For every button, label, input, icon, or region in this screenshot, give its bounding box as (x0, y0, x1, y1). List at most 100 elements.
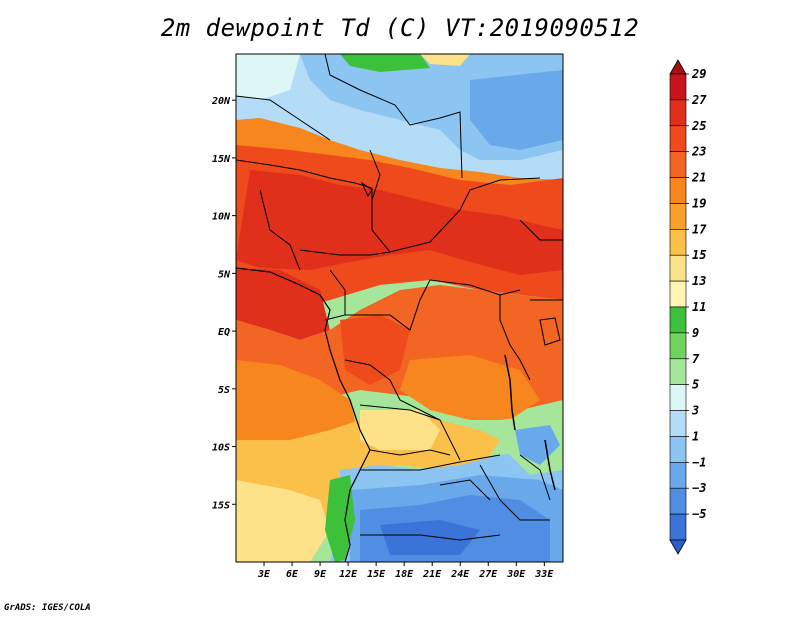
field-south-pale (360, 410, 440, 450)
colorbar-segment (669, 151, 687, 178)
border-line (479, 464, 550, 521)
colorbar-segment (669, 358, 687, 385)
y-axis: 20N 15N 10N 5N EQ 5S 10S 15S (211, 96, 236, 511)
colorbar-segment (669, 280, 687, 308)
x-tick-label: 21E (422, 569, 442, 580)
y-tick-label: 20N (211, 96, 231, 107)
x-tick-label: 15E (367, 569, 386, 580)
colorbar: 29 27 25 23 21 19 17 15 13 11 9 7 5 3 1 −1 −3 −5 (669, 59, 707, 555)
x-axis: 3E 6E 9E 12E 15E 18E 21E 24E 27E 30E 33E (257, 562, 554, 580)
colorbar-label: 21 (691, 171, 706, 185)
colorbar-label: 23 (691, 145, 706, 159)
colorbar-label: 19 (692, 196, 706, 210)
y-tick-label: 10N (212, 212, 231, 223)
x-tick-label: 30E (506, 569, 526, 580)
lake-tanganyika (504, 354, 516, 431)
colorbar-segment (669, 384, 687, 411)
colorbar-segment (669, 410, 687, 437)
field-northwest-light (236, 54, 300, 100)
x-tick-label: 3E (257, 569, 271, 580)
border-line (324, 54, 463, 179)
x-tick-label: 27E (478, 569, 498, 580)
colorbar-label: 5 (692, 378, 699, 392)
field-east-blue (515, 425, 560, 465)
x-tick-label: 24E (450, 569, 470, 580)
field-east-orange (400, 355, 540, 420)
border-line (259, 189, 301, 271)
colorbar-label: 1 (692, 429, 699, 443)
coastline (236, 267, 371, 562)
colorbar-bottom-arrow (669, 539, 687, 555)
colorbar-segment (669, 229, 687, 256)
field-north-yellow (420, 54, 470, 66)
map-title: 2m dewpoint Td (C) VT:2019090512 (160, 14, 640, 42)
lake-victoria (539, 317, 561, 346)
colorbar-label: 11 (692, 300, 706, 314)
border-line (360, 454, 501, 471)
colorbar-segment (669, 99, 687, 127)
field-angola-coast-green (325, 475, 355, 562)
lake-malawi (544, 439, 556, 491)
border-line (299, 249, 391, 256)
map-frame (235, 53, 564, 563)
colorbar-segment (669, 254, 687, 282)
field-north-green (340, 54, 430, 72)
border-line (519, 219, 563, 241)
border-line (324, 269, 346, 321)
country-borders (236, 54, 563, 562)
x-tick-label: 18E (395, 569, 414, 580)
y-tick-label: 15S (212, 500, 230, 511)
border-line (369, 449, 451, 456)
colorbar-label: 13 (692, 274, 706, 288)
colorbar-segment (669, 462, 687, 489)
colorbar-label: 17 (692, 222, 707, 236)
border-line (519, 454, 551, 501)
colorbar-segment (669, 332, 687, 360)
dewpoint-field (236, 54, 563, 562)
colorbar-segment (669, 203, 687, 230)
field-coastal-core (236, 268, 330, 340)
field-humid-core (236, 170, 563, 275)
colorbar-label: 3 (691, 404, 699, 418)
colorbar-segment (669, 306, 687, 334)
y-tick-label: EQ (218, 327, 230, 338)
colorbar-segment (669, 487, 687, 515)
colorbar-label: 25 (691, 119, 706, 133)
colorbar-top-arrow (669, 59, 687, 75)
colorbar-label: 27 (691, 93, 707, 107)
lake-chad (360, 181, 373, 198)
border-line (236, 159, 373, 200)
colorbar-label: −5 (692, 507, 706, 521)
field-congo-core (340, 315, 410, 385)
field-south-min (380, 520, 480, 555)
y-tick-label: 5S (218, 385, 230, 396)
colorbar-segment (669, 513, 687, 541)
colorbar-segment (669, 125, 687, 152)
border-line (359, 404, 441, 421)
y-tick-label: 10S (212, 443, 230, 454)
colorbar-label: 9 (692, 326, 699, 340)
border-line (236, 95, 331, 141)
border-line (499, 295, 531, 381)
y-tick-label: 5N (218, 269, 231, 280)
colorbar-label: 29 (691, 67, 706, 81)
border-line (344, 359, 461, 461)
border-line (369, 149, 541, 253)
grads-credit: GrADS: IGES/COLA (4, 603, 91, 613)
x-tick-label: 6E (286, 569, 299, 580)
field-southwest-pale (236, 480, 330, 562)
x-tick-label: 33E (534, 569, 554, 580)
y-tick-label: 15N (212, 154, 231, 165)
colorbar-label: −1 (692, 455, 706, 469)
field-north-driest (470, 70, 563, 150)
colorbar-segment (669, 73, 687, 101)
border-line (345, 279, 521, 331)
colorbar-segment (669, 177, 687, 204)
border-line (360, 534, 501, 541)
colorbar-label: 15 (692, 248, 706, 262)
colorbar-label: 7 (692, 352, 700, 366)
colorbar-segment (669, 436, 687, 463)
x-tick-label: 12E (339, 569, 358, 580)
border-line (439, 479, 491, 501)
